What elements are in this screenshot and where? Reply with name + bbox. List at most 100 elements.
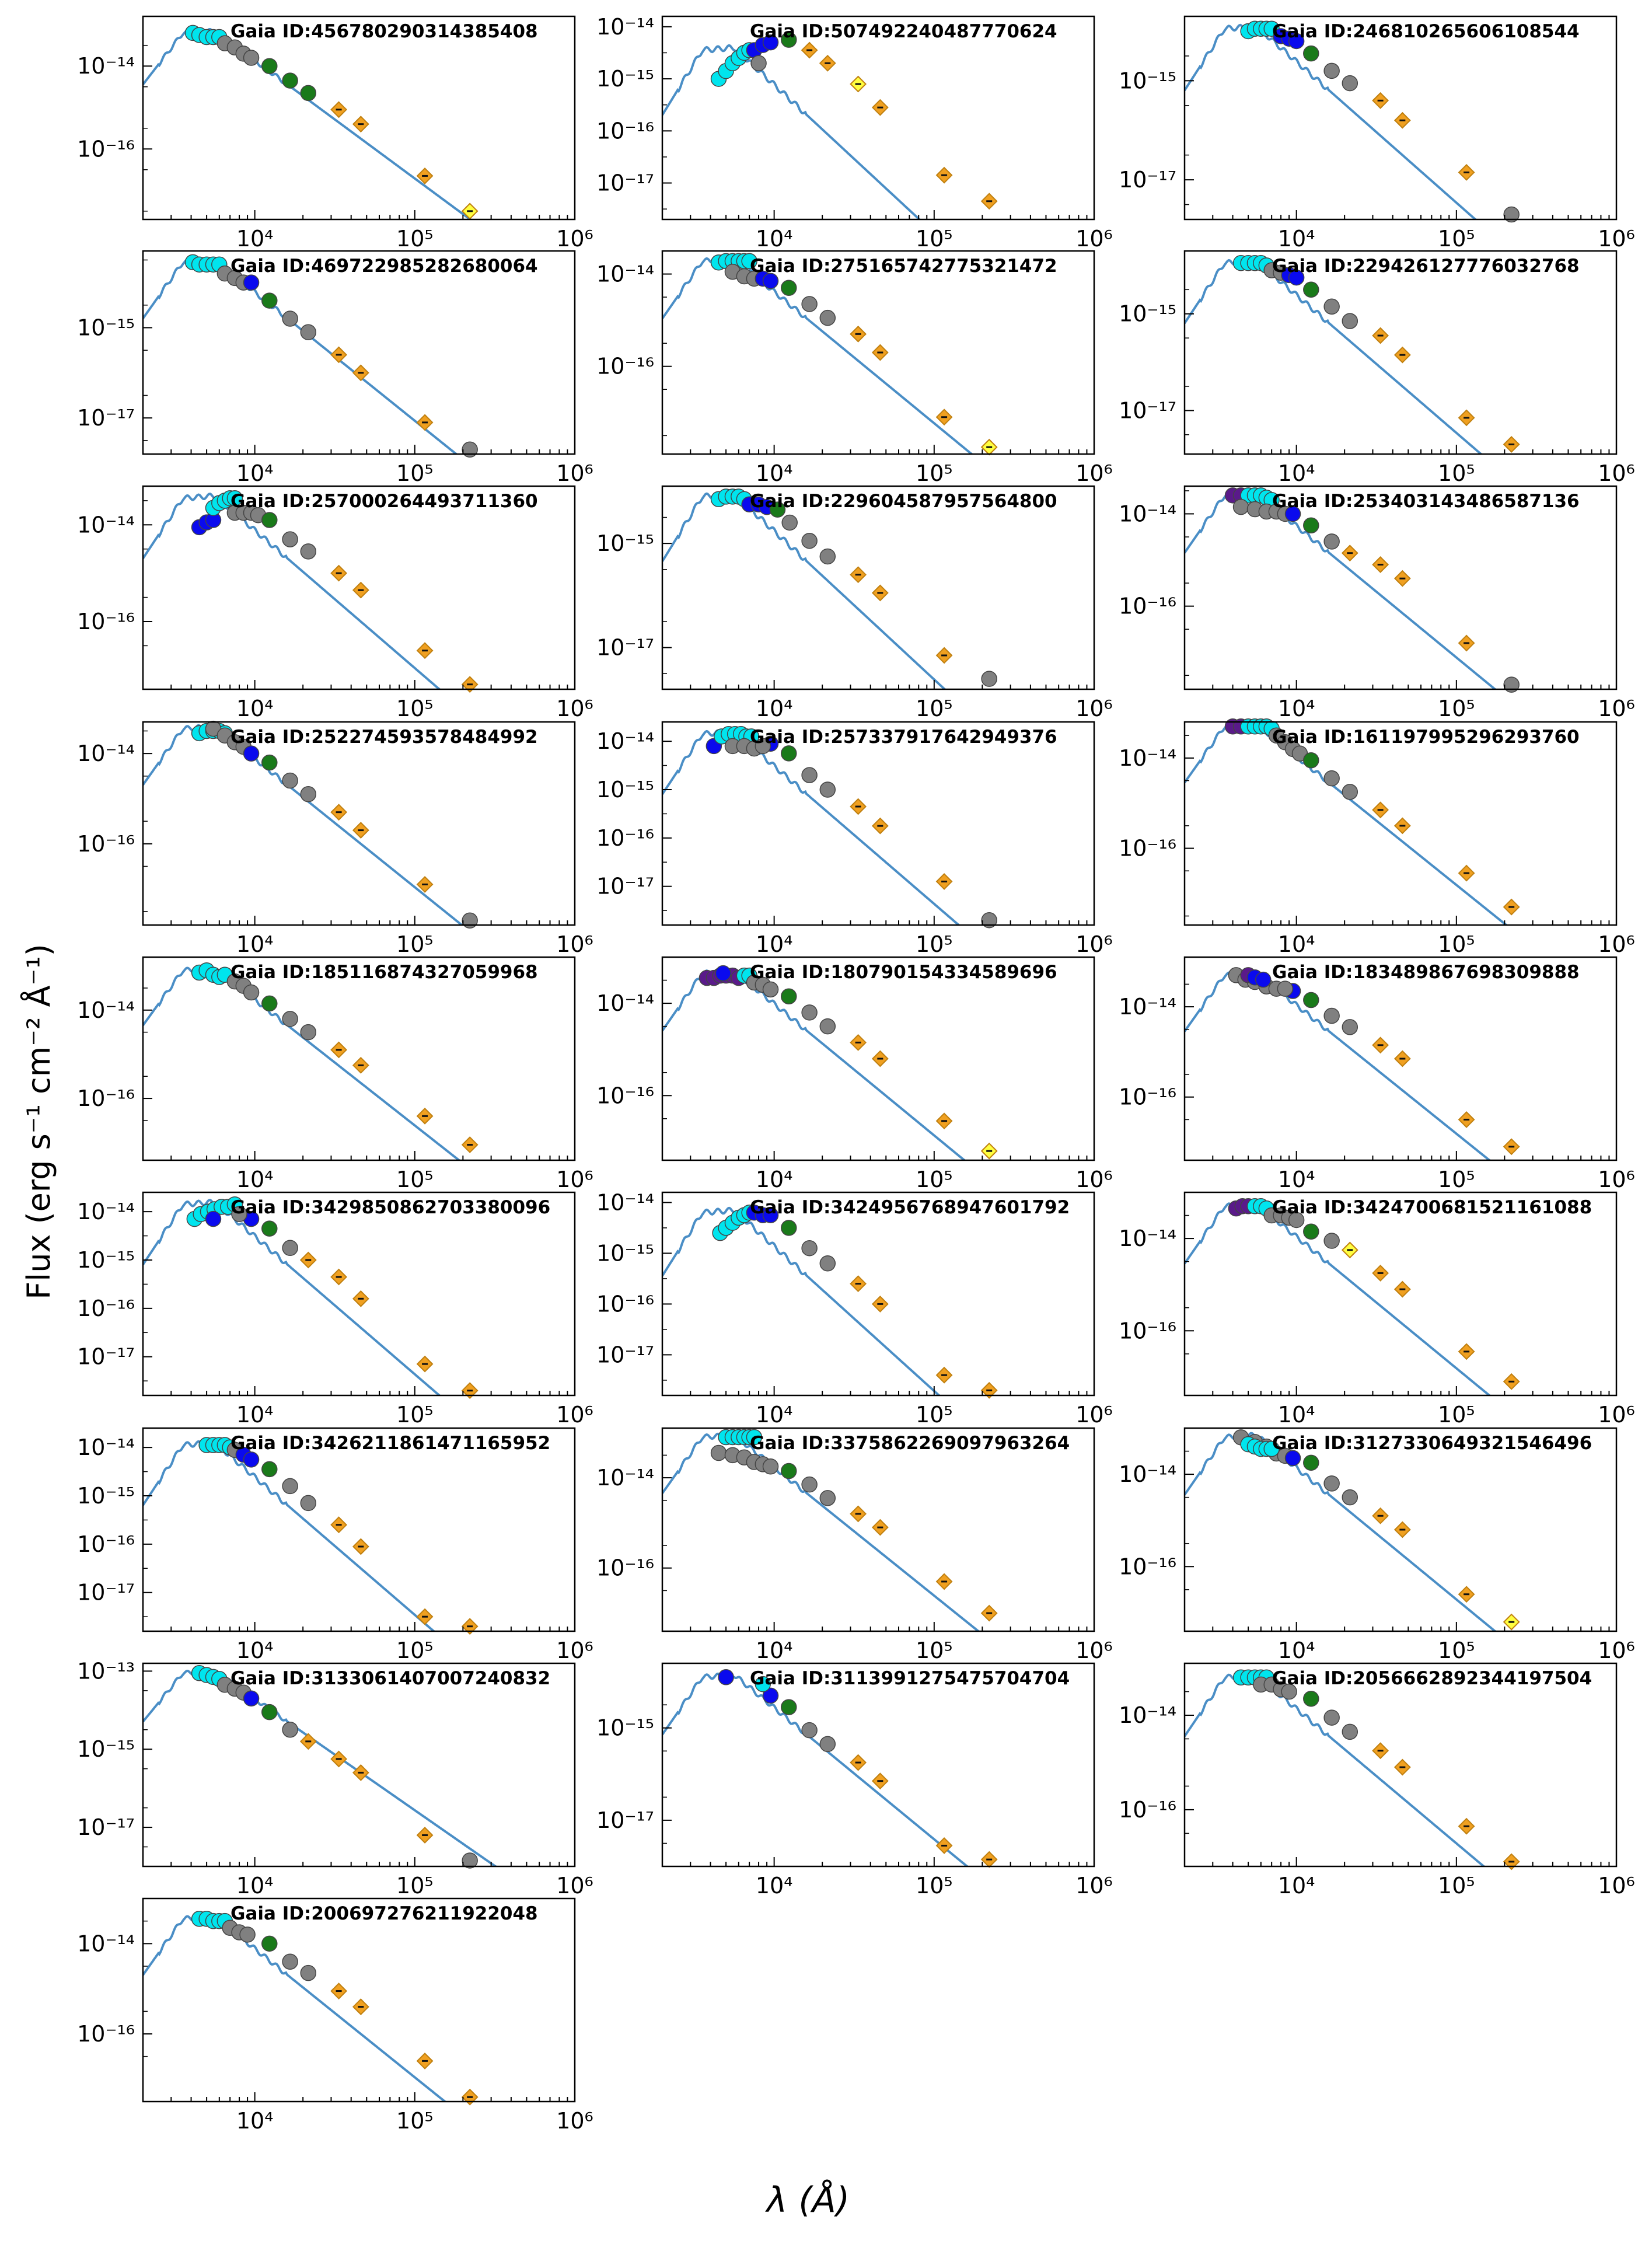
y-tick-label: 10⁻¹⁵ xyxy=(596,1715,654,1741)
x-tick-label: 10⁶ xyxy=(1075,1638,1113,1663)
data-point-gaia_g xyxy=(1288,269,1305,286)
x-tick-label: 10⁶ xyxy=(1598,1167,1635,1192)
x-tick-label: 10⁵ xyxy=(916,696,953,721)
model-sed-line xyxy=(662,490,947,689)
y-tick-label: 10⁻¹⁶ xyxy=(77,2021,135,2047)
data-point-optical xyxy=(981,671,997,687)
data-point-optical2 xyxy=(462,912,478,929)
y-tick-label: 10⁻¹⁵ xyxy=(77,1736,135,1762)
data-point-optical xyxy=(1323,62,1340,79)
data-point-optical xyxy=(819,548,836,565)
x-tick-label: 10⁶ xyxy=(1075,1402,1113,1428)
data-point-optical xyxy=(819,1736,836,1753)
sed-panel-257000264493711360: 10⁴ 10⁵ 10⁶ 10⁻¹⁴ 10⁻¹⁶ Gaia ID:2570002644937… xyxy=(77,485,593,721)
data-point-optical2 xyxy=(1323,1233,1340,1249)
data-point-optical xyxy=(1232,498,1249,515)
axes-frame xyxy=(1183,15,1618,221)
axes-frame xyxy=(1183,485,1618,690)
panel-title: Gaia ID:185116874327059968 xyxy=(230,962,538,983)
data-point-optical2 xyxy=(282,1953,298,1970)
x-tick-label: 10⁶ xyxy=(1598,696,1635,721)
x-tick-label: 10⁶ xyxy=(556,1402,593,1428)
panels-grid: 10⁴ 10⁵ 10⁶ 10⁻¹⁴ 10⁻¹⁶ Gaia ID:4567802903143… xyxy=(77,14,1635,2134)
data-point-jhk xyxy=(1303,1454,1319,1471)
y-tick-label: 10⁻¹⁴ xyxy=(77,53,135,79)
y-tick-label: 10⁻¹⁶ xyxy=(77,609,135,634)
data-point-optical2 xyxy=(282,1478,298,1495)
y-tick-label: 10⁻¹⁷ xyxy=(596,874,654,899)
data-point-optical2 xyxy=(300,1495,317,1512)
axes-frame xyxy=(1183,250,1618,455)
panel-title: Gaia ID:252274593578484992 xyxy=(230,727,538,748)
data-point-jhk xyxy=(781,32,797,48)
y-tick-label: 10⁻¹⁷ xyxy=(77,1580,135,1606)
y-tick-label: 10⁻¹⁶ xyxy=(1119,1084,1176,1110)
axes-frame xyxy=(1183,1427,1618,1632)
sed-panel-205666289234419750: 10⁴ 10⁵ 10⁶ 10⁻¹⁴ 10⁻¹⁶ Gaia ID:2056662892344… xyxy=(1119,1662,1635,1898)
data-point-optical2 xyxy=(981,912,997,929)
data-point-optical2 xyxy=(1323,298,1340,315)
x-tick-label: 10⁶ xyxy=(1075,226,1113,252)
model-sed-line xyxy=(1185,257,1483,454)
sed-panel-185116874327059968: 10⁴ 10⁵ 10⁶ 10⁻¹⁴ 10⁻¹⁶ Gaia ID:1851168743270… xyxy=(77,956,593,1192)
x-tick-label: 10⁵ xyxy=(1438,1873,1475,1898)
x-tick-label: 10⁴ xyxy=(1278,696,1315,721)
y-tick-label: 10⁻¹⁵ xyxy=(596,1240,654,1266)
y-tick-label: 10⁻¹⁶ xyxy=(596,1083,654,1108)
x-tick-label: 10⁶ xyxy=(1075,931,1113,957)
data-point-optical xyxy=(1342,75,1358,92)
panel-title: Gaia ID:3424956768947601792 xyxy=(750,1197,1070,1218)
data-point-optical2 xyxy=(1342,784,1358,800)
y-tick-label: 10⁻¹⁷ xyxy=(596,1342,654,1367)
data-point-gaia_g xyxy=(1284,1450,1301,1467)
axes-frame xyxy=(1183,956,1618,1161)
panel-title: Gaia ID:257337917642949376 xyxy=(750,727,1057,748)
sed-panel-253403143486587136: 10⁴ 10⁵ 10⁶ 10⁻¹⁴ 10⁻¹⁶ Gaia ID:2534031434865… xyxy=(1119,485,1635,721)
data-point-gaia_g xyxy=(205,1210,222,1227)
axes-frame xyxy=(142,1191,576,1397)
y-tick-label: 10⁻¹⁷ xyxy=(77,405,135,431)
x-tick-label: 10⁴ xyxy=(756,1167,793,1192)
x-tick-label: 10⁶ xyxy=(556,1873,593,1898)
y-tick-label: 10⁻¹⁵ xyxy=(596,777,654,802)
data-point-optical2 xyxy=(819,1490,836,1506)
data-point-gaia xyxy=(1263,1440,1280,1457)
axes-frame xyxy=(661,250,1095,455)
panel-title: Gaia ID:456780290314385408 xyxy=(230,21,538,42)
sed-panel-313306140700724083: 10⁴ 10⁵ 10⁶ 10⁻¹³ 10⁻¹⁵ 10⁻¹⁷ Gaia ID:31330614… xyxy=(77,1658,593,1898)
y-tick-label: 10⁻¹⁵ xyxy=(1119,68,1176,93)
data-point-gaia_g xyxy=(762,34,779,51)
data-point-gaia_g xyxy=(243,274,260,291)
data-point-optical2 xyxy=(1342,313,1358,329)
axes-frame xyxy=(142,721,576,926)
data-point-optical xyxy=(243,50,260,66)
data-point-jhk xyxy=(261,58,278,74)
y-tick-label: 10⁻¹⁷ xyxy=(596,635,654,661)
y-tick-label: 10⁻¹⁵ xyxy=(596,66,654,92)
data-point-optical2 xyxy=(1342,1019,1358,1035)
model-sed-line xyxy=(1185,1200,1492,1395)
panel-title: Gaia ID:200697276211922048 xyxy=(230,1903,538,1924)
model-sed-line xyxy=(143,1439,436,1631)
y-tick-label: 10⁻¹³ xyxy=(77,1658,135,1684)
y-tick-label: 10⁻¹⁵ xyxy=(77,1483,135,1509)
sed-panel-342470068152116108: 10⁴ 10⁵ 10⁶ 10⁻¹⁴ 10⁻¹⁶ Gaia ID:3424700681521… xyxy=(1119,1191,1635,1428)
panel-title: Gaia ID:507492240487770624 xyxy=(750,21,1057,42)
data-point-optical xyxy=(755,738,771,755)
y-tick-label: 10⁻¹⁴ xyxy=(77,512,135,538)
model-sed-line xyxy=(1185,23,1478,219)
x-tick-label: 10⁵ xyxy=(396,931,434,957)
data-point-jhk xyxy=(282,72,298,89)
x-tick-label: 10⁵ xyxy=(396,2108,434,2134)
y-tick-label: 10⁻¹⁶ xyxy=(1119,594,1176,619)
x-tick-label: 10⁴ xyxy=(1278,226,1315,252)
data-point-jhk xyxy=(1303,281,1319,298)
x-tick-label: 10⁴ xyxy=(1278,1402,1315,1428)
data-point-jhk xyxy=(261,754,278,771)
data-point-jhk xyxy=(261,512,278,528)
data-point-optical2 xyxy=(801,767,818,783)
panel-title: Gaia ID:183489867698309888 xyxy=(1272,962,1580,983)
y-tick-label: 10⁻¹⁷ xyxy=(596,170,654,196)
data-point-optical xyxy=(762,981,779,998)
data-point-optical2 xyxy=(819,309,836,326)
